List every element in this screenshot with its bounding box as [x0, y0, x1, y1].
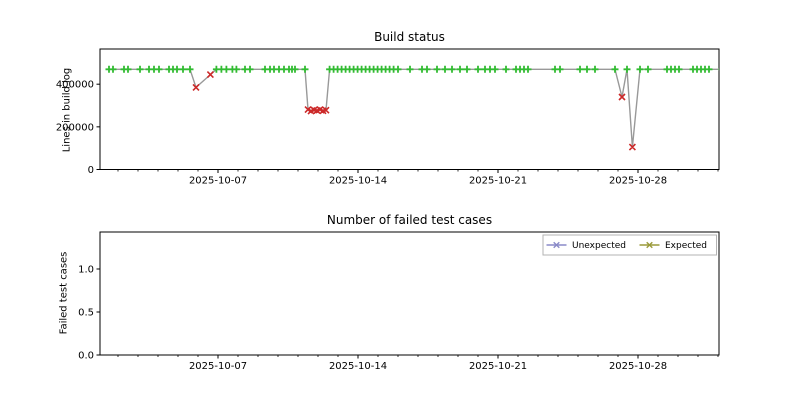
builds-series: [105, 65, 719, 151]
x-axis-ticks: 2025-10-07 2025-10-14 2025-10-21 2025-10-28: [117, 169, 719, 187]
legend-x-marker-icon: [553, 241, 560, 249]
x-axis-ticks: 2025-10-07 2025-10-14 2025-10-21 2025-10-28: [117, 355, 719, 372]
build-line: [109, 68, 719, 148]
x-tick-label: 2025-10-21: [469, 176, 527, 187]
plot-frame: [99, 231, 720, 356]
y-axis-label-build-status: Lines in build log: [61, 67, 73, 153]
y-tick-label: 0: [88, 165, 94, 176]
fail-markers: [192, 71, 636, 151]
x-tick-label: 2025-10-28: [609, 176, 667, 187]
legend-entry-expected: Expected: [639, 241, 707, 251]
legend-label-unexpected: Unexpected: [572, 241, 626, 251]
pass-markers: [105, 65, 719, 73]
x-tick-label: 2025-10-07: [189, 361, 247, 372]
legend: Unexpected Expected: [542, 234, 717, 256]
chart-title-build-status: Build status: [374, 30, 445, 44]
y-axis-ticks: 0 200000 400000: [56, 80, 100, 176]
x-tick-label: 2025-10-14: [329, 361, 387, 372]
x-tick-label: 2025-10-14: [329, 176, 387, 187]
y-tick-label: 400000: [56, 80, 94, 91]
y-tick-label: 0.5: [78, 307, 94, 318]
y-axis-label-failed-tests: Failed test cases: [58, 251, 70, 335]
x-tick-label: 2025-10-21: [469, 361, 527, 372]
y-tick-label: 1.0: [78, 264, 94, 275]
y-tick-label: 0.0: [78, 351, 94, 362]
legend-x-marker-icon: [646, 241, 653, 249]
chart-title-failed-tests: Number of failed test cases: [326, 213, 493, 227]
x-tick-label: 2025-10-07: [189, 176, 247, 187]
y-axis-ticks: 0.0 0.5 1.0: [78, 264, 100, 362]
legend-label-expected: Expected: [665, 241, 707, 251]
legend-box: [542, 234, 717, 256]
legend-entry-unexpected: Unexpected: [546, 241, 626, 251]
y-tick-label: 200000: [56, 122, 94, 133]
plot-frame: [99, 48, 720, 170]
x-tick-label: 2025-10-28: [609, 361, 667, 372]
